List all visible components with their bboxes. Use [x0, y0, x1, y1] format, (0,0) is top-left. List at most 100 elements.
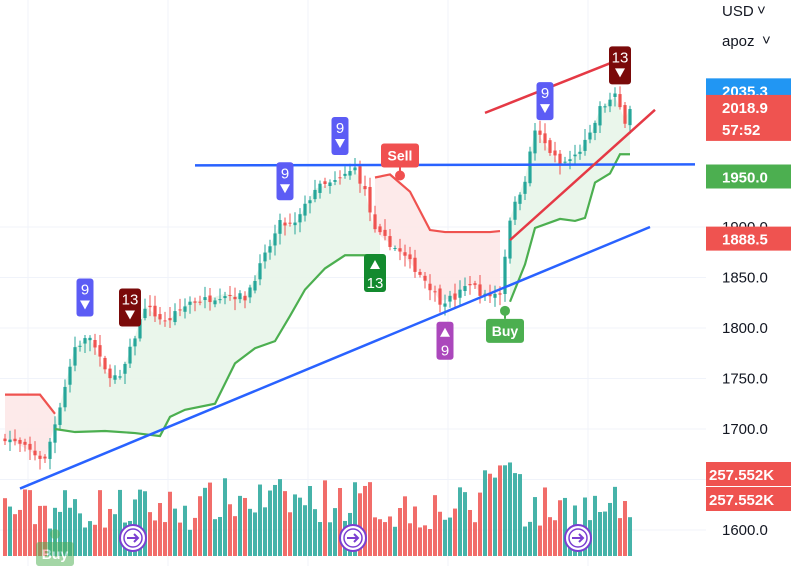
- candle-body: [153, 305, 157, 317]
- volume-bar: [528, 521, 532, 556]
- candle-body: [93, 339, 97, 348]
- volume-bar: [23, 489, 27, 556]
- currency-selector[interactable]: USD ˅: [722, 2, 766, 20]
- replay-icon[interactable]: [339, 524, 367, 552]
- candle-body: [158, 314, 162, 320]
- volume-bar: [78, 513, 82, 556]
- replay-icon[interactable]: [564, 524, 592, 552]
- volume-bar: [258, 484, 262, 556]
- volume-bar: [423, 525, 427, 556]
- volume-bar: [8, 506, 12, 556]
- candle-body: [503, 256, 507, 295]
- indicator-label[interactable]: apoz: [722, 33, 755, 50]
- candle-body: [498, 293, 502, 295]
- replay-icon[interactable]: [119, 524, 147, 552]
- volume-bar: [283, 491, 287, 556]
- volume-bar: [243, 497, 247, 556]
- volume-labels: 257.552K 257.552K: [706, 462, 791, 511]
- trendline[interactable]: [509, 108, 656, 242]
- candle-body: [463, 286, 467, 291]
- trendline[interactable]: [194, 163, 696, 167]
- signal-label: Sell: [388, 147, 413, 163]
- td-sell-label: 9: [276, 162, 294, 201]
- volume-bar: [368, 482, 372, 556]
- volume-bar: [623, 501, 627, 556]
- candle-body: [543, 133, 547, 144]
- candle-body: [438, 288, 442, 305]
- candle-body: [138, 319, 142, 339]
- td-sell-label: 9: [331, 117, 349, 156]
- candle-body: [133, 338, 137, 347]
- chevron-down-icon: ˅: [757, 2, 766, 19]
- arrow-right-icon: [572, 533, 585, 543]
- volume-bar: [273, 484, 277, 556]
- volume-bar: [358, 493, 362, 556]
- volume-bar: [38, 505, 42, 556]
- candle-body: [263, 252, 267, 262]
- chevron-down-icon: ˅: [762, 32, 771, 49]
- candle-body: [323, 181, 327, 185]
- candle-body: [403, 252, 407, 256]
- td-count: 9: [336, 120, 344, 137]
- td-count: 13: [367, 275, 384, 292]
- volume-bar: [318, 522, 322, 556]
- volume-bar: [13, 514, 17, 556]
- volume-bar: [548, 517, 552, 556]
- candle-body: [188, 301, 192, 305]
- volume-bar: [323, 480, 327, 556]
- volume-label-bg: [706, 462, 791, 486]
- volume-bar: [3, 498, 7, 556]
- price-tick-label: 1800.0: [722, 320, 768, 337]
- candle-body: [623, 105, 627, 124]
- volume-bar: [158, 503, 162, 556]
- volume-bar: [233, 516, 237, 556]
- candle-body: [223, 296, 227, 299]
- chart-grid: [0, 0, 706, 566]
- td-badge: [536, 82, 554, 121]
- volume-bar: [413, 506, 417, 556]
- volume-bar: [33, 524, 37, 556]
- td-sell-label: 13: [609, 46, 631, 85]
- candle-body: [118, 376, 122, 378]
- candle-body: [538, 130, 542, 135]
- candle-body: [358, 166, 362, 184]
- candle-body: [178, 309, 182, 311]
- volume-bar: [238, 495, 242, 556]
- volume-bar: [508, 462, 512, 556]
- candle-body: [388, 236, 392, 247]
- volume-bar: [433, 495, 437, 556]
- candle-body: [23, 441, 27, 445]
- price-label-bg: [706, 164, 791, 189]
- replay-icon-inner: [123, 528, 143, 548]
- signal-label: Buy: [492, 323, 519, 339]
- volume-bar: [618, 518, 622, 556]
- volume-bar: [468, 509, 472, 556]
- candle-body: [78, 345, 82, 347]
- currency-label[interactable]: USD: [722, 3, 754, 20]
- volume-bar: [93, 524, 97, 556]
- replay-icons[interactable]: [119, 524, 592, 552]
- buy-signal: Buy: [486, 305, 524, 343]
- candle-body: [553, 150, 557, 156]
- volume-bar: [388, 516, 392, 556]
- volume-bar: [193, 517, 197, 556]
- volume-bar: [248, 508, 252, 556]
- candle-body: [143, 308, 147, 319]
- candle-body: [493, 293, 497, 298]
- price-label: 1950.0: [722, 170, 768, 187]
- volume-bar: [43, 505, 47, 556]
- td-badge: [436, 321, 454, 360]
- volume-label: 257.552K: [709, 467, 774, 484]
- supertrend-down-line: [5, 393, 56, 415]
- volume-bar: [378, 519, 382, 556]
- volume-bar: [513, 473, 517, 556]
- indicator-selector[interactable]: apoz ˅: [722, 32, 771, 50]
- replay-icon-inner: [568, 528, 588, 548]
- volume-bar: [203, 487, 207, 556]
- candle-body: [98, 345, 102, 357]
- trendline[interactable]: [19, 225, 651, 490]
- volume-bar: [98, 490, 102, 556]
- td-sell-label: 9: [76, 278, 94, 317]
